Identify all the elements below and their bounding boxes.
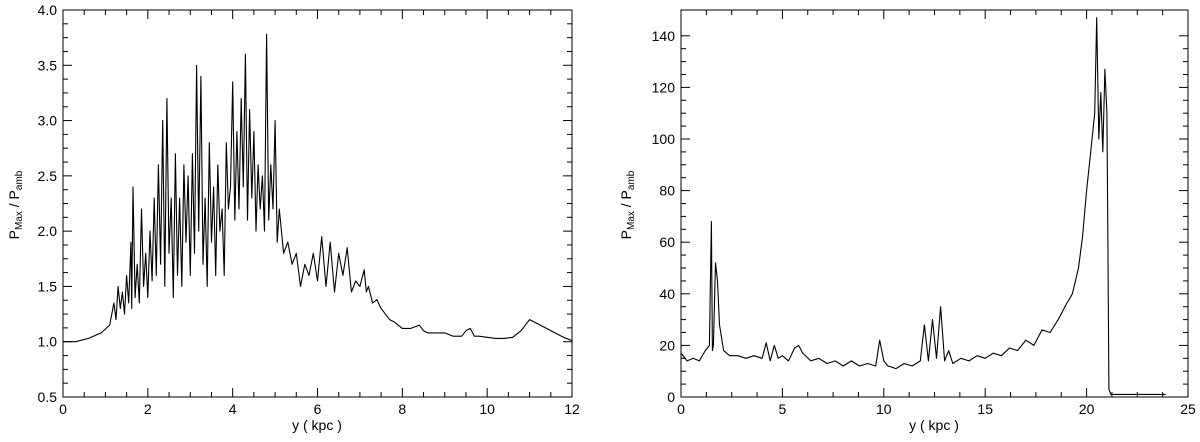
x-tick-label: 0: [677, 401, 685, 417]
y-tick-label: 3.5: [38, 57, 58, 73]
y-tick-label: 60: [659, 234, 675, 250]
y-label-sub1-left: Max: [14, 211, 25, 230]
y-label-main-left: P: [6, 230, 22, 239]
y-label-sep-left: / P: [6, 190, 22, 211]
y-tick-label: 20: [659, 337, 675, 353]
plot-frame-left: [62, 9, 573, 398]
y-ticks-left: 0.5 1.0 1.5 2.0 2.5 3.0 3.5 4.0: [38, 2, 572, 405]
x-tick-label: 20: [1079, 401, 1095, 417]
y-tick-label: 1.0: [38, 334, 58, 350]
y-tick-label: 0: [667, 389, 675, 405]
x-tick-label: 5: [779, 401, 787, 417]
x-tick-label: 15: [977, 401, 993, 417]
chart-left: 0 2 4 6 8 10 12 0.5 1.0 1.5 2.0 2.5 3.0 3.5 4.0 y ( k…: [6, 2, 580, 433]
y-tick-label: 3.0: [38, 113, 58, 129]
y-tick-label: 40: [659, 286, 675, 302]
y-label-sub2-left: amb: [14, 170, 25, 190]
y-tick-label: 1.5: [38, 278, 58, 294]
x-tick-label: 2: [144, 401, 152, 417]
y-tick-label: 120: [652, 79, 676, 95]
y-axis-label-right: PMax / Pamb: [618, 170, 637, 239]
y-tick-label: 100: [652, 131, 676, 147]
x-tick-label: 0: [59, 401, 67, 417]
y-label-sub1-right: Max: [626, 211, 637, 230]
y-tick-label: 140: [652, 28, 676, 44]
series-right: [680, 17, 1166, 395]
y-label-main-right: P: [618, 230, 634, 239]
series-line: [63, 33, 573, 343]
x-tick-label: 25: [1180, 401, 1196, 417]
y-tick-label: 80: [659, 183, 675, 199]
x-axis-label-right: y ( kpc ): [909, 417, 959, 433]
y-tick-label: 2.0: [38, 223, 58, 239]
x-tick-label: 6: [314, 401, 322, 417]
y-axis-label-left: PMax / Pamb: [6, 170, 25, 239]
x-tick-label: 10: [876, 401, 892, 417]
x-ticks-left: 0 2 4 6 8 10 12: [59, 10, 580, 417]
x-tick-label: 4: [229, 401, 237, 417]
x-tick-label: 8: [398, 401, 406, 417]
x-tick-label: 10: [479, 401, 495, 417]
x-ticks-right: 0 5 10 15 20 25: [677, 10, 1196, 417]
y-label-sep-right: / P: [618, 190, 634, 211]
y-ticks-right: 0 20 40 60 80 100 120 140: [652, 28, 1188, 405]
series-left: [63, 33, 573, 343]
x-tick-label: 12: [564, 401, 580, 417]
y-label-sub2-right: amb: [626, 170, 637, 190]
series-line: [680, 17, 1166, 395]
y-tick-label: 2.5: [38, 168, 58, 184]
x-axis-label-left: y ( kpc ): [292, 417, 342, 433]
y-tick-label: 4.0: [38, 2, 58, 18]
y-tick-label: 0.5: [38, 389, 58, 405]
